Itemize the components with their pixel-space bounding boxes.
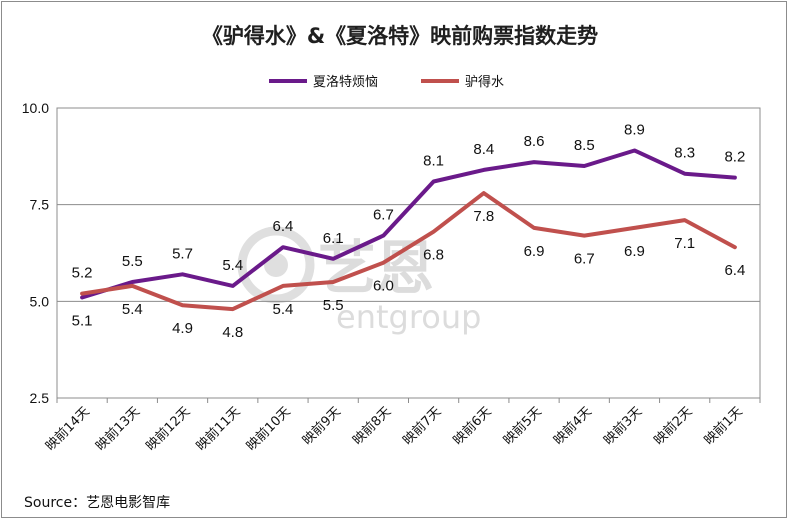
y-tick-label: 7.5	[30, 197, 50, 213]
data-label-series-0: 8.6	[524, 133, 545, 150]
x-tick-label: 映前13天	[93, 404, 144, 455]
data-label-series-1: 5.4	[122, 301, 143, 318]
data-label-series-0: 8.9	[624, 122, 645, 139]
x-tick-label: 映前14天	[42, 404, 93, 455]
series-line-1	[80, 191, 737, 312]
watermark-en: entgroup	[336, 298, 481, 336]
data-label-series-1: 4.9	[172, 320, 193, 337]
x-tick-label: 映前7天	[400, 404, 445, 449]
legend-label-series-0: 夏洛特烦恼	[313, 75, 378, 90]
data-label-series-1: 6.8	[423, 247, 444, 264]
y-tick-label: 2.5	[30, 390, 50, 406]
data-label-series-0: 5.1	[72, 312, 93, 329]
data-label-series-1: 7.8	[473, 208, 494, 225]
x-tick-label: 映前6天	[450, 404, 495, 449]
x-tick-label: 映前4天	[550, 404, 595, 449]
data-label-series-0: 8.5	[574, 137, 595, 154]
data-label-series-0: 5.5	[122, 253, 143, 270]
watermark: 艺恩 entgroup	[237, 226, 481, 336]
data-label-series-1: 6.9	[524, 243, 545, 260]
data-label-series-1: 7.1	[674, 235, 695, 252]
data-label-series-1: 5.4	[273, 301, 294, 318]
data-label-series-0: 8.1	[423, 152, 444, 169]
x-tick-label: 映前9天	[299, 404, 344, 449]
data-label-series-0: 6.1	[323, 230, 344, 247]
legend: 夏洛特烦恼 驴得水	[269, 74, 504, 90]
watermark-logo-icon	[237, 226, 315, 304]
data-label-series-0: 5.7	[172, 245, 193, 262]
data-label-series-1: 4.8	[222, 324, 243, 341]
data-label-series-0: 5.4	[222, 257, 243, 274]
x-tick-label: 映前10天	[243, 404, 294, 455]
data-label-series-0: 6.7	[373, 207, 394, 224]
data-label-series-1: 5.2	[72, 265, 93, 282]
legend-label-series-1: 驴得水	[465, 74, 504, 90]
data-label-series-0: 6.4	[273, 218, 294, 235]
x-tick-label: 映前11天	[193, 404, 244, 455]
data-label-series-1: 6.0	[373, 278, 394, 295]
data-label-series-1: 6.9	[624, 243, 645, 260]
data-label-series-1: 5.5	[323, 297, 344, 314]
x-tick-label: 映前5天	[500, 404, 545, 449]
source-note: Source：艺恩电影智库	[24, 495, 170, 511]
x-tick-label: 映前12天	[143, 404, 194, 455]
x-tick-label: 映前8天	[349, 404, 394, 449]
data-label-series-0: 8.4	[473, 141, 494, 158]
data-label-series-0: 8.3	[674, 145, 695, 162]
data-label-series-1: 6.7	[574, 251, 595, 268]
data-label-series-0: 8.2	[724, 149, 745, 166]
x-tick-label: 映前3天	[601, 404, 646, 449]
y-tick-label: 10.0	[22, 100, 49, 116]
chart-title: 《驴得水》&《夏洛特》映前购票指数走势	[202, 24, 598, 48]
series-line-0	[80, 148, 737, 300]
x-tick-label: 映前1天	[701, 404, 746, 449]
x-tick-label: 映前2天	[651, 404, 696, 449]
data-label-series-1: 6.4	[724, 262, 745, 279]
y-tick-label: 5.0	[30, 293, 50, 309]
